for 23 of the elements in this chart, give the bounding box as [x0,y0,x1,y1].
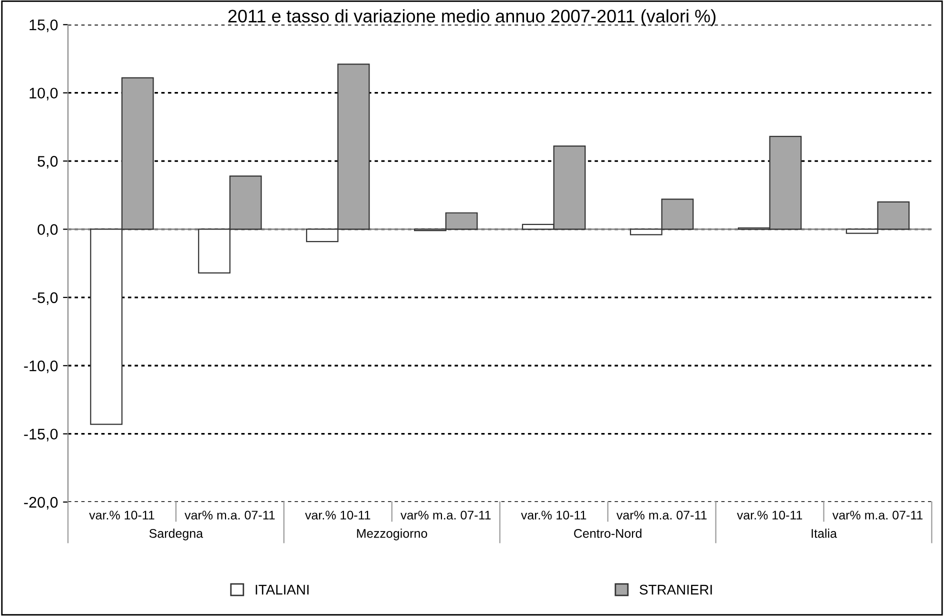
chart-title: 2011 e tasso di variazione medio annuo 2007-2011 (valori %) [228,9,716,26]
legend-label: STRANIERI [640,584,712,595]
y-tick-label: -5,0 [32,292,58,305]
y-tick-label: 15,0 [30,20,58,32]
legend-label: ITALIANI [256,584,309,594]
y-tick-label: -20,0 [24,496,58,510]
y-tick-label: -10,0 [24,360,58,374]
text: Centro-Nord [574,528,642,538]
y-tick-label: 0,0 [38,224,58,237]
x-tick-label: var% m.a. 07-11 [616,510,707,520]
x-tick-label: var.% 10-11 [305,510,370,520]
x-tick-label: var.% 10-11 [89,510,154,520]
x-tick-label: var.% 10-11 [520,510,586,520]
text: Sardegna [149,528,204,540]
y-tick-label: 10,0 [30,88,58,100]
y-tick-label: -15,0 [24,428,58,442]
x-tick-label: var% m.a. 07-11 [832,510,923,520]
x-tick-label: var.% 10-11 [736,510,802,520]
y-tick-label: 5,0 [38,156,58,169]
text: Italia [812,528,837,538]
x-tick-label: var% m.a. 07-11 [184,510,275,520]
x-tick-label: var% m.a. 07-11 [400,510,491,520]
text: Mezzogiorno [357,528,428,540]
